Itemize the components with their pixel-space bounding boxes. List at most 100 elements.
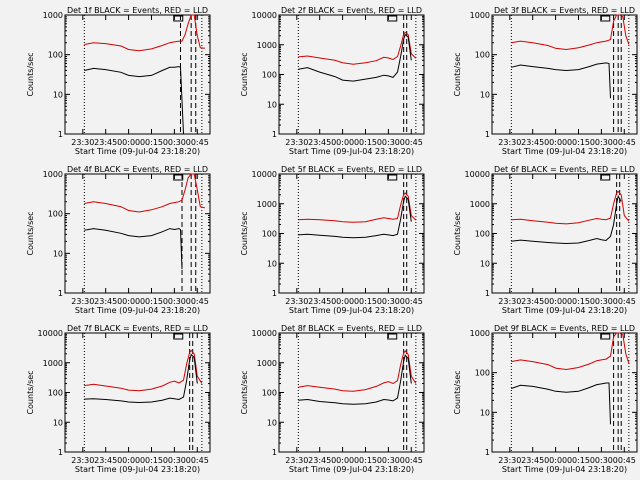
y-tick-label: 1000 [43, 359, 63, 368]
plot-frame [491, 332, 638, 453]
x-axis-label: Start Time (09-Jul-04 23:18:20) [75, 147, 200, 156]
x-tick-label: 00:15 [354, 138, 377, 147]
x-axis-label: Start Time (09-Jul-04 23:18:20) [289, 306, 414, 315]
lld-series-line [298, 350, 417, 392]
x-tick-label: 00:30 [163, 138, 186, 147]
events-series-line [84, 353, 198, 404]
plot-frame [491, 14, 638, 135]
panel-2: Det 2f BLACK = Events, RED = LLD 1 10 100 10… [240, 6, 425, 156]
panel-9: Det 9f BLACK = Events, RED = LLD 1 10 100 10… [453, 324, 638, 474]
y-tick-label: 1000 [257, 200, 277, 209]
y-tick-label: 100 [48, 210, 63, 219]
peak-annotation-box [173, 174, 184, 181]
y-tick-label: 1000 [470, 329, 490, 338]
y-tick-label: 10000 [465, 170, 490, 179]
peak-annotation-box [387, 15, 398, 22]
y-tick-label: 10 [267, 259, 277, 268]
x-tick-label: 00:15 [567, 456, 590, 465]
y-tick-label: 1 [58, 130, 63, 139]
lld-series-line [84, 349, 203, 392]
x-tick-label: 00:15 [567, 138, 590, 147]
x-tick-label: 23:45 [308, 456, 331, 465]
x-tick-label: 23:45 [94, 456, 117, 465]
peak-annotation-box [173, 15, 184, 22]
x-axis-label: Start Time (09-Jul-04 23:18:20) [502, 465, 627, 474]
x-tick-label: 00:45 [186, 297, 209, 306]
y-tick-label: 10000 [252, 170, 277, 179]
y-tick-label: 10 [53, 90, 63, 99]
x-tick-label: 23:30 [285, 297, 308, 306]
y-axis-label: Counts/sec [26, 370, 35, 414]
y-tick-label: 10 [53, 418, 63, 427]
x-tick-label: 23:30 [71, 456, 94, 465]
events-series-line [511, 62, 611, 99]
y-tick-label: 1 [58, 448, 63, 457]
x-tick-label: 00:45 [400, 456, 423, 465]
y-tick-label: 10000 [38, 329, 63, 338]
x-tick-label: 23:30 [285, 138, 308, 147]
y-tick-label: 100 [262, 71, 277, 80]
y-axis-label: Counts/sec [240, 370, 249, 414]
panel-title: Det 2f BLACK = Events, RED = LLD [281, 6, 422, 15]
x-tick-label: 23:30 [285, 456, 308, 465]
peak-annotation-box [600, 174, 611, 181]
panel-title: Det 3f BLACK = Events, RED = LLD [494, 6, 635, 15]
x-tick-label: 00:45 [186, 456, 209, 465]
x-tick-label: 00:45 [400, 138, 423, 147]
y-tick-label: 100 [262, 389, 277, 398]
y-tick-label: 100 [48, 51, 63, 60]
events-series-line [298, 354, 412, 405]
x-tick-label: 00:15 [567, 297, 590, 306]
x-tick-label: 00:00 [117, 138, 140, 147]
x-axis-label: Start Time (09-Jul-04 23:18:20) [502, 147, 627, 156]
x-tick-label: 23:45 [521, 456, 544, 465]
x-tick-label: 23:45 [308, 297, 331, 306]
panel-3: Det 3f BLACK = Events, RED = LLD 1 10 100 10… [453, 6, 638, 156]
y-tick-label: 1000 [257, 359, 277, 368]
panel-5: Det 5f BLACK = Events, RED = LLD 1 10 100 10… [240, 165, 425, 315]
x-tick-label: 00:15 [140, 456, 163, 465]
x-tick-label: 23:30 [498, 297, 521, 306]
lld-series-line [84, 14, 205, 52]
y-axis-label: Counts/sec [26, 52, 35, 96]
lld-series-line [511, 332, 630, 371]
y-tick-label: 100 [475, 51, 490, 60]
x-tick-label: 00:45 [400, 297, 423, 306]
x-tick-label: 00:00 [117, 297, 140, 306]
x-tick-label: 00:30 [590, 456, 613, 465]
y-tick-label: 10000 [252, 329, 277, 338]
panel-8: Det 8f BLACK = Events, RED = LLD 1 10 100 10… [240, 324, 425, 474]
y-tick-label: 1 [58, 289, 63, 298]
y-tick-label: 1 [272, 448, 277, 457]
x-tick-label: 23:45 [94, 297, 117, 306]
plot-frame [64, 332, 211, 453]
lld-series-line [511, 14, 630, 51]
x-tick-label: 00:30 [377, 138, 400, 147]
x-tick-label: 00:00 [331, 297, 354, 306]
x-axis-label: Start Time (09-Jul-04 23:18:20) [502, 306, 627, 315]
y-tick-label: 10000 [252, 11, 277, 20]
peak-annotation-box [387, 174, 398, 181]
x-tick-label: 00:30 [377, 456, 400, 465]
y-tick-label: 1000 [257, 41, 277, 50]
peak-annotation-box [600, 15, 611, 22]
x-tick-label: 00:15 [140, 138, 163, 147]
lld-series-line [298, 31, 417, 65]
peak-annotation-box [387, 333, 398, 340]
x-tick-label: 00:15 [140, 297, 163, 306]
x-tick-label: 00:00 [544, 456, 567, 465]
peak-annotation-box [173, 333, 184, 340]
events-series-line [298, 195, 412, 239]
x-tick-label: 00:45 [613, 297, 636, 306]
x-tick-label: 00:30 [163, 456, 186, 465]
x-tick-label: 00:45 [613, 138, 636, 147]
y-tick-label: 10 [480, 90, 490, 99]
y-tick-label: 100 [262, 230, 277, 239]
x-tick-label: 00:15 [354, 297, 377, 306]
panel-title: Det 7f BLACK = Events, RED = LLD [67, 324, 208, 333]
panel-6: Det 6f BLACK = Events, RED = LLD 1 10 100 10… [453, 165, 638, 315]
lld-series-line [511, 190, 630, 225]
x-tick-label: 23:45 [308, 138, 331, 147]
x-tick-label: 23:45 [521, 297, 544, 306]
panel-title: Det 6f BLACK = Events, RED = LLD [494, 165, 635, 174]
